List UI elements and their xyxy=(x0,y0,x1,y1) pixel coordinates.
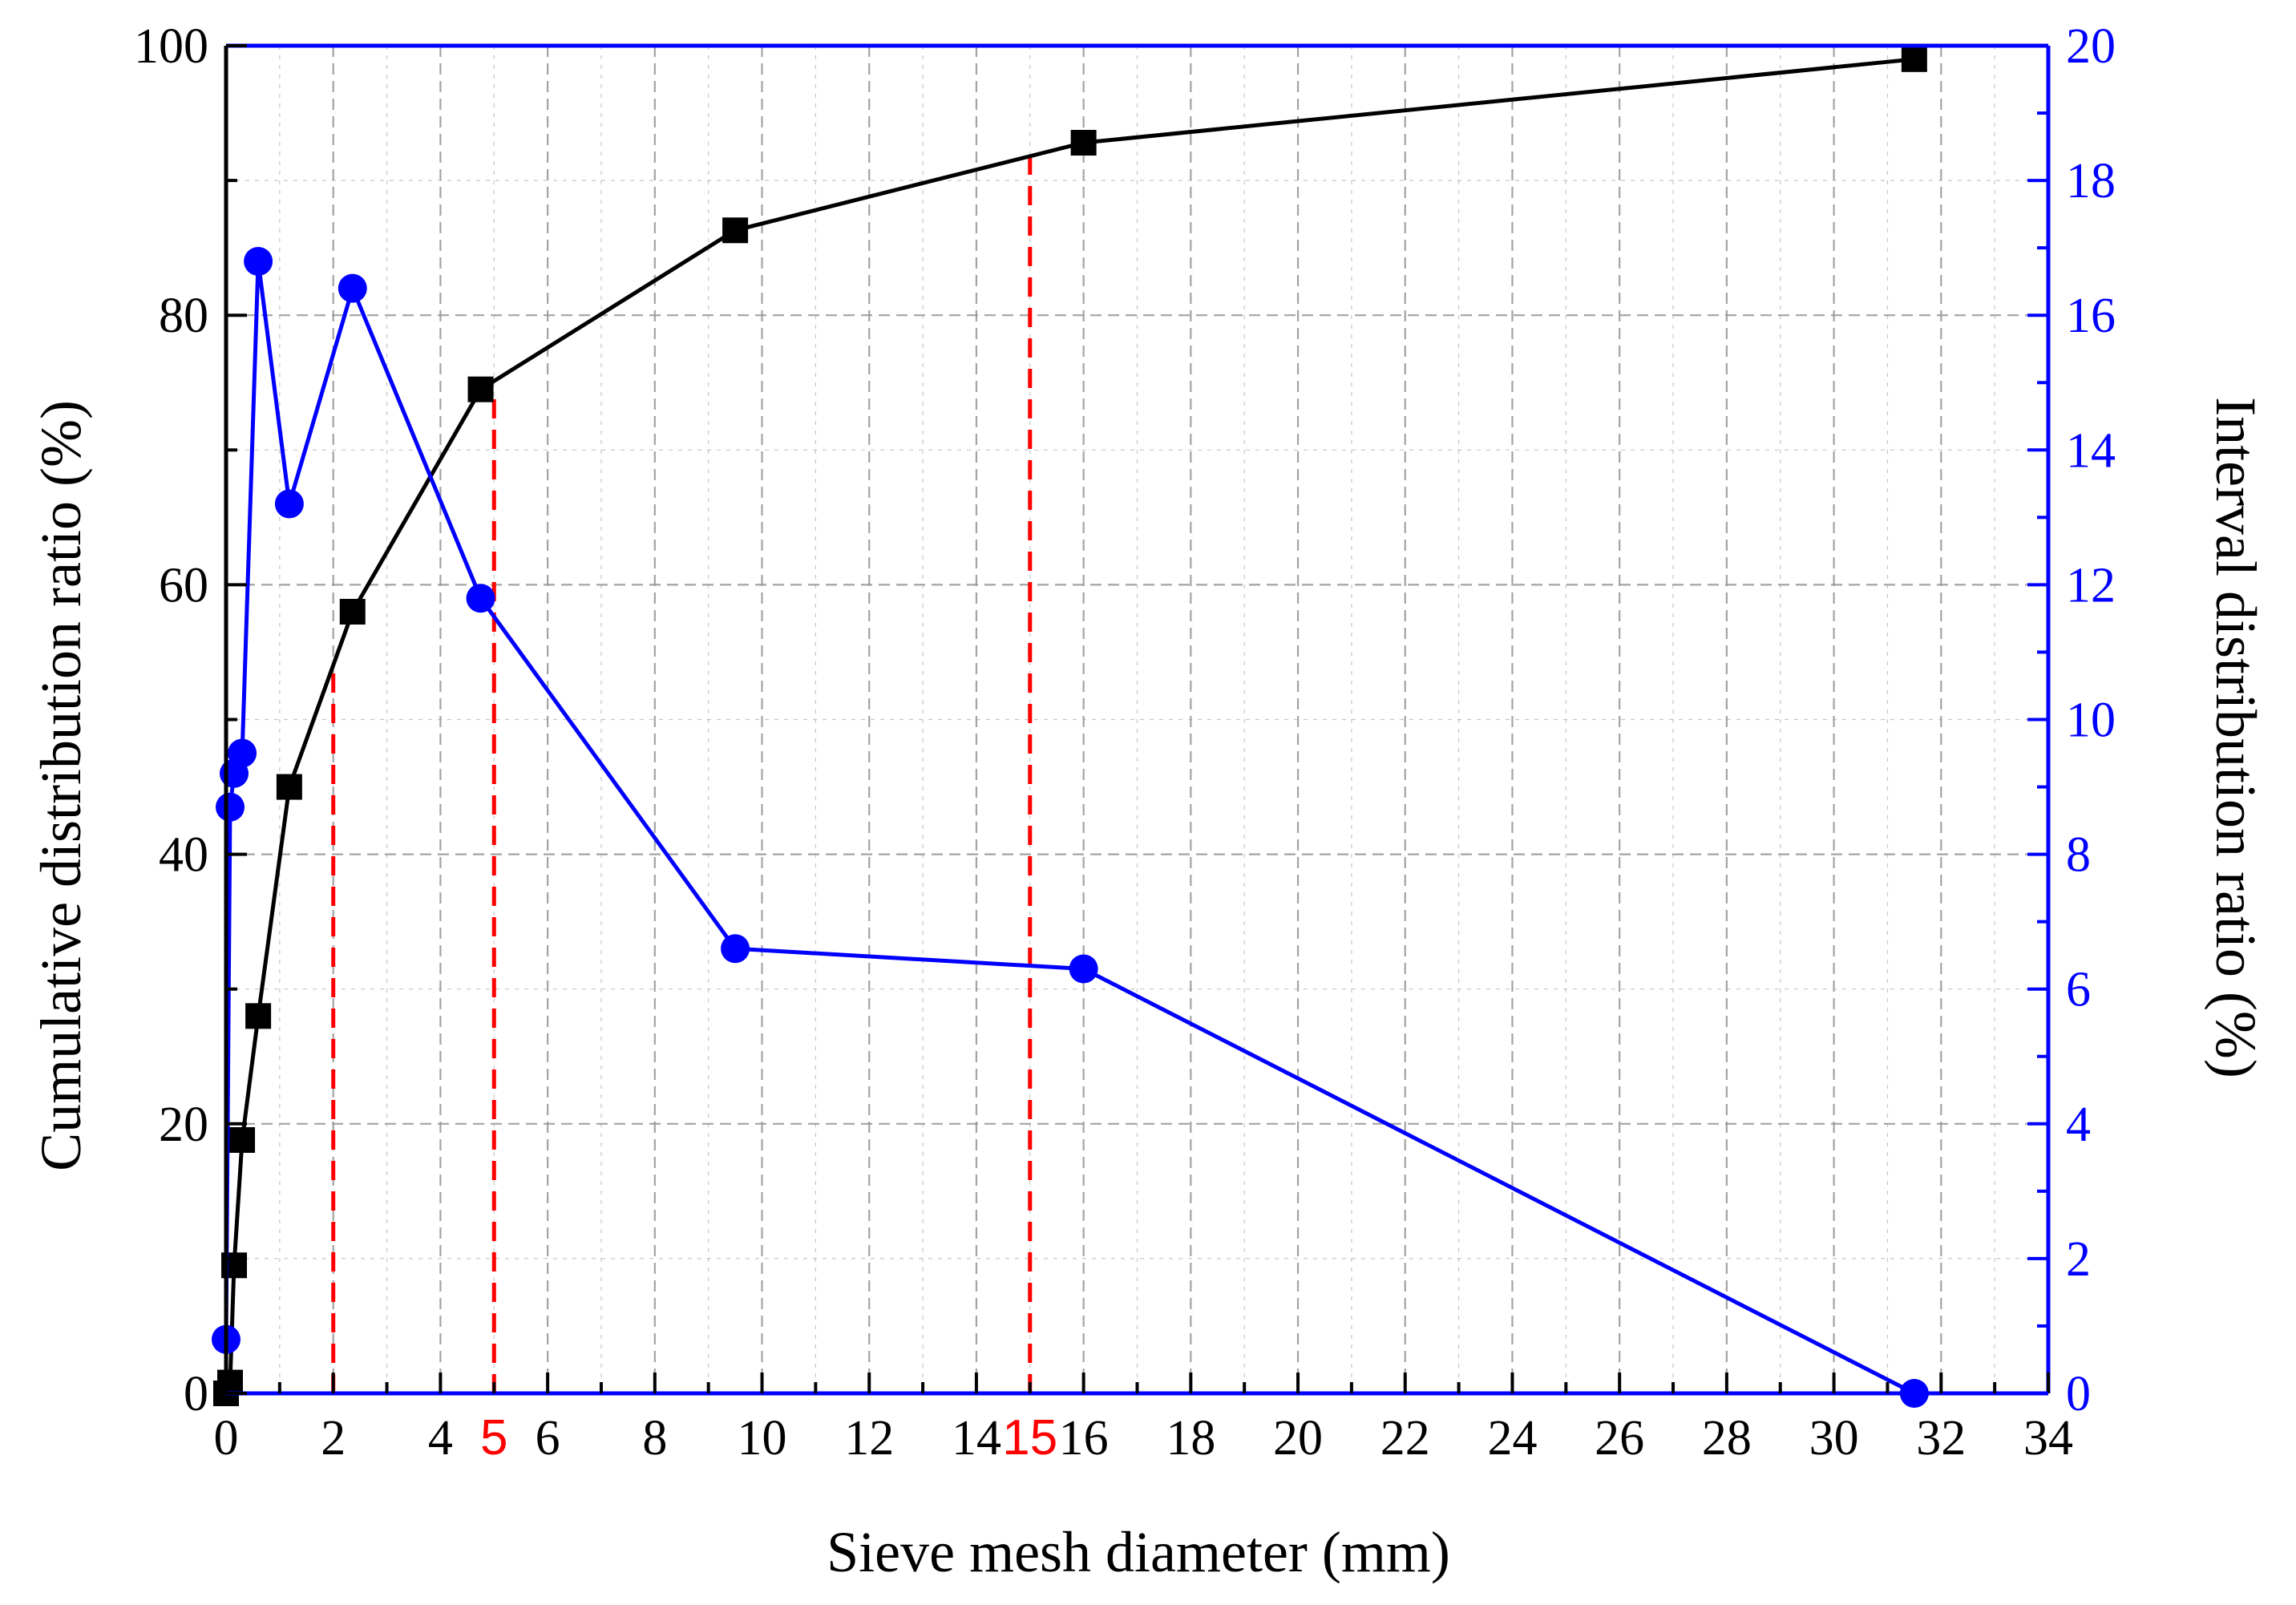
x-tick-label: 20 xyxy=(1273,1411,1323,1466)
x-tick-label: 34 xyxy=(2023,1411,2073,1466)
cumulative-point xyxy=(722,217,749,244)
y-right-tick-label: 2 xyxy=(2066,1232,2091,1287)
y-right-tick-label: 6 xyxy=(2066,963,2091,1017)
x-tick-label: 22 xyxy=(1380,1411,1430,1466)
cumulative-point xyxy=(245,1003,272,1029)
reference-lines xyxy=(331,153,1033,1393)
cumulative-point xyxy=(276,774,302,800)
x-tick-label: 4 xyxy=(428,1411,453,1466)
y-left-tick-label: 0 xyxy=(184,1367,208,1421)
x-tick-label: 18 xyxy=(1166,1411,1215,1466)
x-tick-label: 24 xyxy=(1487,1411,1537,1466)
y-right-tick-label: 8 xyxy=(2066,828,2091,883)
reference-line-label: 15 xyxy=(1002,1410,1057,1466)
x-tick-label: 26 xyxy=(1595,1411,1644,1466)
grid xyxy=(226,46,2048,1393)
interval-point xyxy=(466,584,495,613)
x-tick-label: 6 xyxy=(536,1411,560,1466)
y-right-tick-label: 18 xyxy=(2066,154,2116,208)
interval-point xyxy=(338,273,367,303)
y-right-tick-label: 20 xyxy=(2066,19,2116,74)
cumulative-point xyxy=(229,1126,256,1153)
y-left-tick-label: 80 xyxy=(159,289,208,343)
reference-line-label: 5 xyxy=(480,1410,507,1466)
y-right-tick-label: 12 xyxy=(2066,558,2116,612)
y-left-tick-label: 60 xyxy=(159,558,208,612)
x-tick-label: 12 xyxy=(844,1411,894,1466)
x-axis-title: Sieve mesh diameter (mm) xyxy=(827,1520,1450,1584)
x-tick-label: 30 xyxy=(1809,1411,1859,1466)
interval-series-line xyxy=(224,259,1916,1396)
y-left-tick-label: 20 xyxy=(159,1098,208,1152)
interval-point xyxy=(274,489,304,519)
x-tick-label: 10 xyxy=(738,1411,787,1466)
x-tick-label: 0 xyxy=(214,1411,239,1466)
interval-point xyxy=(721,934,750,964)
x-tick-label: 8 xyxy=(642,1411,667,1466)
y-right-tick-label: 0 xyxy=(2066,1367,2091,1421)
cumulative-series-line xyxy=(224,57,1915,1394)
interval-point xyxy=(216,792,245,822)
y-axis-left-title: Cumulative distribution ratio (%) xyxy=(29,400,93,1171)
cumulative-point xyxy=(1070,130,1097,156)
interval-point xyxy=(228,738,257,768)
cumulative-point xyxy=(467,376,494,402)
y-right-tick-label: 10 xyxy=(2066,693,2116,748)
interval-point xyxy=(244,246,273,276)
cumulative-point xyxy=(339,599,366,625)
y-right-tick-label: 16 xyxy=(2066,289,2116,343)
y-right-tick-label: 4 xyxy=(2066,1098,2091,1152)
cumulative-point xyxy=(1901,46,1927,72)
axes: 0 2 4 6 8 10 12 14 16 18 20 22 24 26 28 30 32 34020406080… xyxy=(134,19,2116,1466)
y-left-tick-label: 100 xyxy=(134,19,208,74)
y-right-tick-label: 14 xyxy=(2066,423,2116,478)
interval-point xyxy=(1069,954,1098,984)
y-axis-right-title: Interval distribution ratio (%) xyxy=(2204,397,2268,1078)
x-tick-label: 2 xyxy=(321,1411,346,1466)
y-left-tick-label: 40 xyxy=(159,828,208,883)
x-tick-label: 14 xyxy=(952,1411,1001,1466)
x-tick-label: 16 xyxy=(1059,1411,1109,1466)
x-tick-label: 28 xyxy=(1702,1411,1752,1466)
cumulative-point xyxy=(217,1369,244,1396)
series xyxy=(212,46,1929,1408)
x-tick-label: 32 xyxy=(1916,1411,1966,1466)
